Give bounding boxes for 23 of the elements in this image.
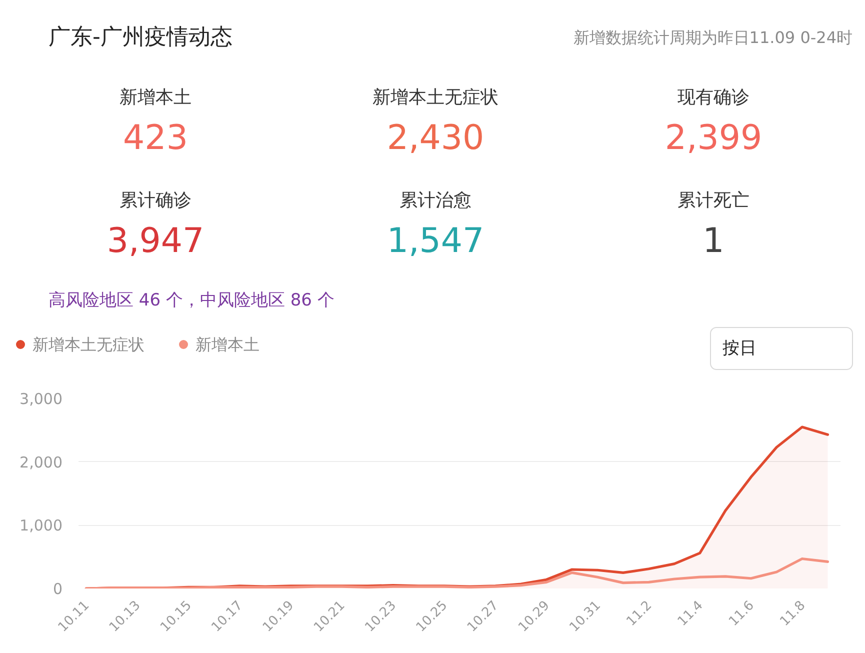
text: 新增数据统计周期为昨日11.09 0-24时 — [573, 28, 852, 47]
y-tick-label: 0 — [52, 580, 63, 598]
text: 按日 — [722, 338, 756, 358]
text: 新增本土 — [120, 87, 192, 108]
text: 2,430 — [386, 118, 484, 158]
text: 累计确诊 — [120, 190, 192, 211]
text: 2,399 — [664, 118, 762, 158]
line-series — [84, 557, 830, 588]
text: 高风险地区 46 个，中风险地区 86 个 — [48, 290, 334, 310]
text: 1,547 — [386, 221, 484, 261]
text: 现有确诊 — [678, 87, 750, 108]
text: 广东-广州疫情动态 — [48, 25, 232, 50]
y-tick-label: 3,000 — [20, 390, 63, 408]
y-tick-label: 1,000 — [20, 516, 63, 535]
text: 累计治愈 — [400, 190, 472, 211]
text: 累计死亡 — [678, 190, 750, 211]
text: 1 — [702, 221, 724, 261]
y-tick-label: 2,000 — [20, 453, 63, 472]
text: 新增本土无症状 — [372, 87, 498, 108]
text: 3,947 — [106, 221, 204, 261]
text: 423 — [123, 118, 188, 158]
legend-label: 新增本土无症状 — [32, 335, 144, 354]
legend-label: 新增本土 — [196, 335, 260, 354]
